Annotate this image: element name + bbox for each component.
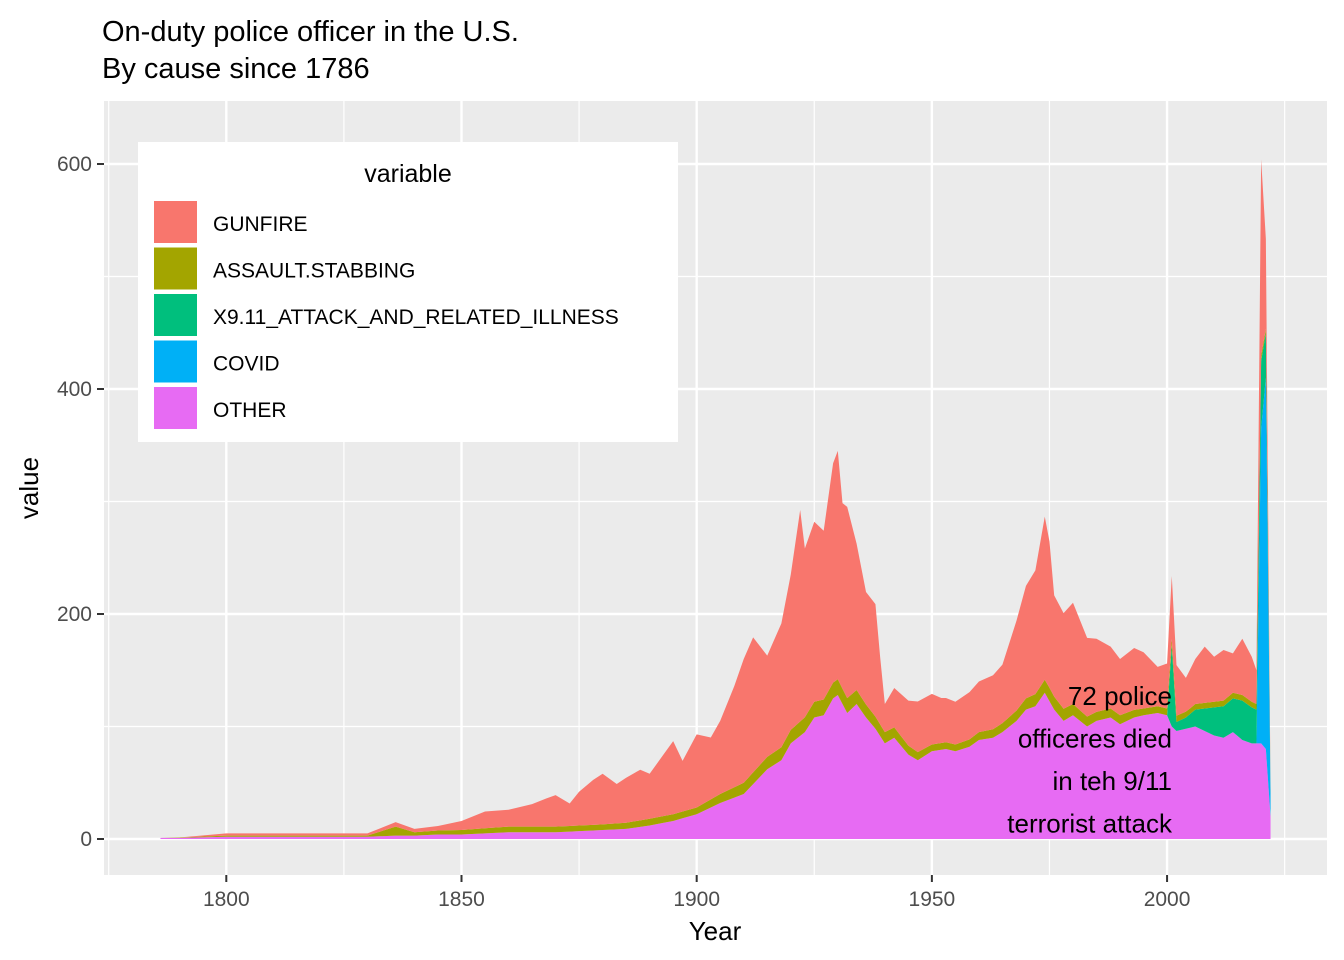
y-tick-label: 0: [80, 828, 92, 851]
x-tick-label: 1850: [438, 888, 485, 911]
legend-label-covid: COVID: [213, 353, 280, 376]
legend-key-other: [154, 387, 197, 429]
legend-label-gunfire: GUNFIRE: [213, 213, 308, 236]
y-tick-label: 200: [57, 603, 92, 626]
y-tick-label: 400: [57, 378, 92, 401]
x-tick-label: 2000: [1144, 888, 1191, 911]
legend-key-assault-stabbing: [154, 247, 197, 290]
legend-label-other: OTHER: [213, 399, 287, 422]
annotation-line: 72 police: [1068, 681, 1172, 711]
annotation-911: 72 police officeres died in teh 9/11 terror…: [1007, 681, 1173, 839]
y-tick-label: 600: [57, 153, 92, 176]
area-series-group: [160, 159, 1271, 839]
legend-key-gunfire: [154, 201, 197, 243]
annotation-line: terrorist attack: [1007, 809, 1173, 839]
x-tick-label: 1950: [909, 888, 956, 911]
annotation-line: officeres died: [1018, 724, 1172, 754]
x-tick-label: 1900: [673, 888, 720, 911]
chart-subtitle: By cause since 1786: [102, 53, 370, 85]
annotation-line: in teh 9/11: [1052, 766, 1172, 796]
legend-label-assault-stabbing: ASSAULT.STABBING: [213, 260, 415, 283]
y-axis-title: value: [14, 457, 44, 519]
x-tick-label: 1800: [203, 888, 250, 911]
chart-title: On-duty police officer in the U.S.: [102, 16, 519, 48]
x-axis-title: Year: [689, 916, 742, 946]
legend-background: [138, 142, 678, 442]
legend: variable GUNFIRE ASSAULT.STABBING X9.11_AT…: [138, 142, 678, 442]
legend-key-covid: [154, 340, 197, 383]
y-axis: 0 200 400 600: [57, 153, 104, 851]
legend-label-x9-11-attack-and-related-illness: X9.11_ATTACK_AND_RELATED_ILLNESS: [213, 306, 619, 329]
area-other: [160, 692, 1271, 839]
x-axis: 1800 1850 1900 1950 2000: [203, 875, 1190, 911]
legend-title: variable: [364, 160, 452, 188]
legend-key-x9-11-attack-and-related-illness: [154, 294, 197, 336]
